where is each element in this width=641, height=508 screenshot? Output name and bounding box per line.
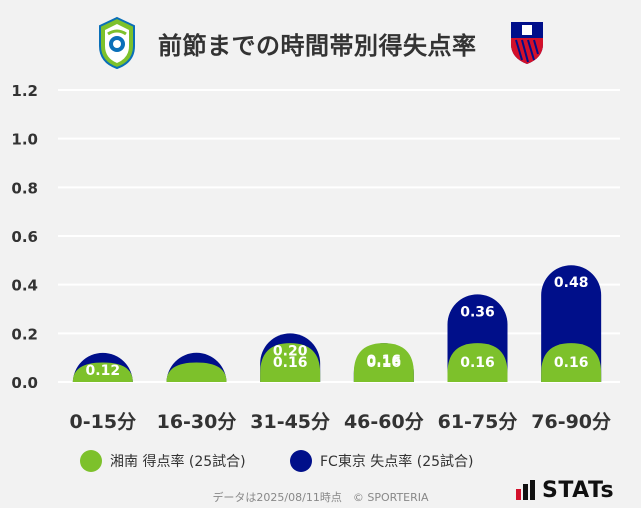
bar-scored [166,362,227,382]
y-tick-label: 0.0 [11,374,38,392]
data-label-conceded: 0.36 [460,304,495,320]
bar-scored [260,343,321,382]
shonan-bellmare-logo [99,16,135,70]
legend-swatch-scored [80,450,102,472]
y-tick-label: 0.8 [11,179,38,197]
data-label-conceded: 0.20 [273,343,308,359]
bar-scored [72,362,133,382]
bar-scored [447,343,508,382]
x-tick-label: 31-45分 [250,411,330,433]
x-tick-label: 16-30分 [157,411,237,433]
bar-chart: 0.0 0.2 0.4 0.6 0.8 1.0 1.2 0.12 0-15分 16-30分 0.20… [11,82,620,433]
legend-scored: 湘南 得点率 (25試合) [80,449,246,473]
data-label-scored: 0.16 [460,355,495,371]
y-tick-label: 0.2 [11,325,38,343]
header: 前節までの時間帯別得失点率 [0,0,641,80]
x-tick-label: 0-15分 [70,411,137,433]
data-label-conceded: 0.16 [367,353,402,369]
y-tick-label: 0.4 [11,277,38,295]
data-label-scored: 0.16 [273,355,308,371]
legend-label-scored: 湘南 得点率 (25試合) [110,454,246,470]
data-label-conceded: 0.48 [554,275,589,291]
x-tick-label: 46-60分 [344,411,424,433]
legend-conceded: FC東京 失点率 (25試合) [290,449,473,473]
chart-title: 前節までの時間帯別得失点率 [158,32,477,60]
footer-note: データは2025/08/11時点 © SPORTERIA [212,491,429,504]
legend-swatch-conceded [290,450,312,472]
fc-tokyo-logo [511,22,543,64]
legend-label-conceded: FC東京 失点率 (25試合) [320,454,474,470]
x-tick-label: 76-90分 [531,411,611,433]
y-tick-label: 1.0 [11,131,38,149]
data-label-scored: 0.16 [367,355,402,371]
stats-logo: STATs [516,477,615,503]
bar-scored [353,343,414,382]
data-label-scored: 0.16 [554,355,589,371]
bar-scored [541,343,602,382]
data-label-conceded: 0.12 [86,363,121,379]
x-tick-label: 61-75分 [438,411,518,433]
stats-brand: STATs [542,477,615,503]
y-tick-label: 1.2 [11,82,38,100]
y-tick-label: 0.6 [11,228,38,246]
stats-bars-icon [516,480,535,500]
